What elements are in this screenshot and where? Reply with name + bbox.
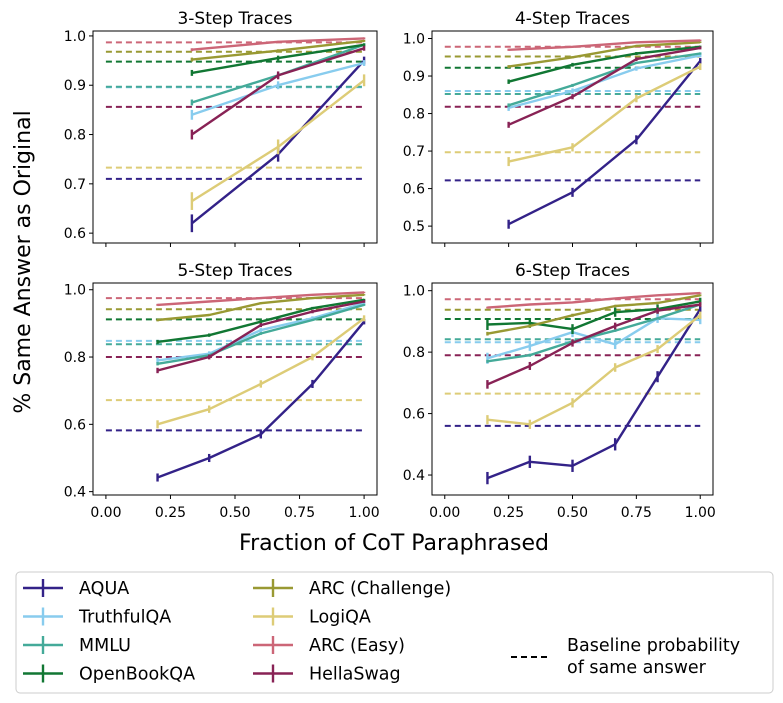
y-tick-label: 1.0 — [403, 32, 425, 48]
y-tick-label: 0.9 — [64, 78, 86, 94]
series-line-aqua — [508, 60, 702, 226]
legend-label-aqua: AQUA — [79, 579, 129, 599]
plot-frame — [92, 30, 378, 244]
series-line-arc-challenge — [508, 41, 701, 68]
legend-frame — [15, 571, 774, 694]
y-tick-label: 0.8 — [64, 350, 86, 366]
x-tick-label: 0.75 — [284, 505, 315, 521]
series-line-truthfulqa — [508, 54, 701, 110]
legend-entries: AQUA TruthfulQA MMLU OpenBookQA ARC (Challen… — [23, 579, 451, 685]
series-line-aqua — [486, 308, 702, 480]
legend-label-logiqa: LogiQA — [309, 608, 371, 628]
y-tick-label: 0.6 — [403, 182, 425, 198]
y-tick-label: 0.7 — [403, 144, 425, 160]
y-tick-label: 0.6 — [403, 407, 425, 423]
panel-1: 3-Step Traces 0.6 0.7 0.8 0.9 1.0 — [64, 9, 378, 247]
y-tick-label: 0.8 — [64, 128, 86, 144]
x-tick-label: 0.00 — [90, 505, 121, 521]
series-line-openbookqa — [487, 300, 701, 331]
x-tick-label: 0.75 — [621, 505, 652, 521]
series-line-openbookqa — [508, 45, 701, 83]
panel-title: 3-Step Traces — [177, 9, 292, 29]
legend-baseline-label-line1: Baseline probability — [567, 636, 740, 656]
y-tick-label: 1.0 — [403, 284, 425, 300]
x-tick-label: 1.00 — [349, 505, 380, 521]
panel-title: 4-Step Traces — [515, 9, 630, 29]
series-line-mmlu — [508, 52, 701, 107]
legend-label-mmlu: MMLU — [79, 636, 131, 656]
plot-frame — [431, 30, 714, 244]
x-tick-label: 1.00 — [685, 505, 716, 521]
series-line-logiqa — [508, 65, 701, 163]
y-tick-label: 0.4 — [64, 485, 86, 501]
series-line-arc-challenge — [487, 294, 701, 335]
legend-label-openbookqa: OpenBookQA — [79, 665, 195, 685]
y-tick-label: 1.0 — [64, 29, 86, 45]
series-line-truthfulqa — [487, 317, 701, 360]
y-tick-label: 1.0 — [64, 283, 86, 299]
y-axis-label: % Same Answer as Original — [11, 110, 36, 413]
y-tick-label: 0.6 — [64, 417, 86, 433]
x-tick-label: 0.50 — [219, 505, 250, 521]
y-tick-label: 0.6 — [64, 226, 86, 242]
legend-label-arc-easy: ARC (Easy) — [309, 636, 405, 656]
panel-title: 6-Step Traces — [515, 261, 630, 281]
legend-label-hellaswag: HellaSwag — [309, 665, 401, 685]
series-line-hellaswag — [486, 303, 701, 386]
panel-2: 4-Step Traces 0.5 0.6 0.7 0.8 0.9 1.0 — [403, 9, 714, 247]
x-tick-label: 0.00 — [429, 505, 460, 521]
legend-label-truthfulqa: TruthfulQA — [78, 608, 171, 628]
legend-label-arc-challenge: ARC (Challenge) — [309, 579, 451, 599]
y-tick-label: 0.9 — [403, 69, 425, 85]
panel-title: 5-Step Traces — [177, 261, 292, 281]
legend-baseline-label-line2: of same answer — [567, 658, 707, 678]
panel-3: 5-Step Traces 0.4 0.6 0.8 1.0 0.00 0.25 0.50 0.7… — [64, 261, 380, 521]
series-line-mmlu — [487, 303, 701, 363]
y-tick-label: 0.8 — [403, 345, 425, 361]
panel-4: 6-Step Traces 0.4 0.6 0.8 1.0 0.00 0.25 0.50 0.7… — [403, 261, 716, 521]
x-tick-label: 0.50 — [557, 505, 588, 521]
legend: AQUA TruthfulQA MMLU OpenBookQA ARC (Challen… — [15, 571, 774, 694]
series-line-hellaswag — [508, 46, 701, 126]
series-line-logiqa — [487, 314, 701, 426]
x-tick-label: 0.25 — [493, 505, 524, 521]
y-tick-label: 0.7 — [64, 177, 86, 193]
y-tick-label: 0.4 — [403, 468, 425, 484]
y-tick-label: 0.8 — [403, 107, 425, 123]
y-tick-label: 0.5 — [403, 219, 425, 235]
x-tick-label: 0.25 — [155, 505, 186, 521]
x-axis-label: Fraction of CoT Paraphrased — [239, 531, 549, 556]
series-line-arc-easy — [508, 39, 701, 51]
series-line-arc-easy — [487, 291, 701, 309]
